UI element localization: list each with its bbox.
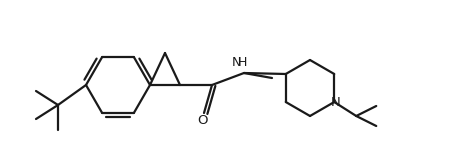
Text: N: N xyxy=(232,57,241,69)
Text: N: N xyxy=(331,96,340,110)
Text: H: H xyxy=(238,57,247,69)
Text: O: O xyxy=(198,114,208,127)
